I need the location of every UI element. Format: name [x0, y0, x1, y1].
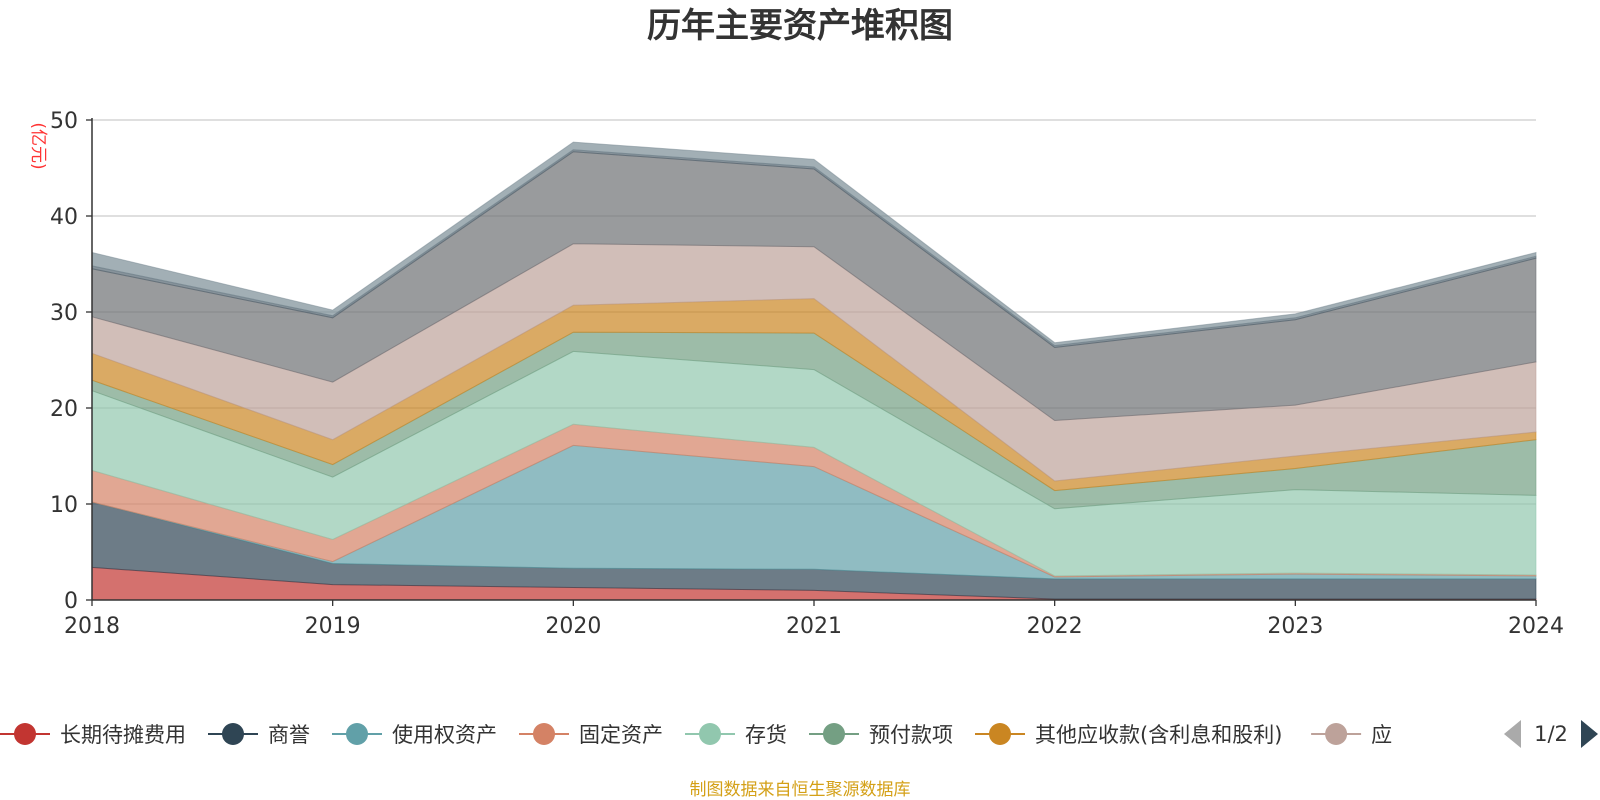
legend-circle-icon: [346, 723, 368, 745]
x-tick-label-2020: 2020: [545, 614, 601, 639]
legend: 长期待摊费用 商誉 使用权资产 固定资产 存货 预付款项 其他应收款(含利息和股利) 应 1/2: [0, 720, 1598, 748]
legend-label: 存货: [745, 723, 787, 747]
chart-title: 历年主要资产堆积图: [647, 6, 953, 46]
legend-item-5[interactable]: 预付款项: [809, 723, 953, 747]
y-tick-label-10: 10: [50, 493, 78, 518]
y-tick-label-40: 40: [50, 205, 78, 230]
axes: 0 10 20 30 40 50 2018 2019 2020 2021 2022 2023 2024: [50, 109, 1564, 639]
legend-page-indicator: 1/2: [1534, 722, 1568, 746]
legend-circle-icon: [699, 723, 721, 745]
y-tick-label-20: 20: [50, 397, 78, 422]
source-note: 制图数据来自恒生聚源数据库: [690, 780, 911, 800]
legend-circle-icon: [533, 723, 555, 745]
legend-label: 长期待摊费用: [60, 723, 186, 747]
x-tick-label-2018: 2018: [64, 614, 120, 639]
legend-circle-icon: [989, 723, 1011, 745]
y-tick-label-0: 0: [64, 589, 78, 614]
legend-item-0[interactable]: 长期待摊费用: [0, 723, 186, 747]
x-tick-label-2022: 2022: [1027, 614, 1083, 639]
area-series-layer: [91, 141, 1537, 601]
legend-item-4[interactable]: 存货: [685, 723, 787, 747]
legend-circle-icon: [14, 723, 36, 745]
legend-item-6[interactable]: 其他应收款(含利息和股利): [975, 723, 1282, 747]
legend-item-2[interactable]: 使用权资产: [332, 723, 497, 747]
legend-label: 商誉: [268, 723, 310, 747]
legend-label: 使用权资产: [392, 723, 497, 747]
x-tick-label-2021: 2021: [786, 614, 842, 639]
legend-circle-icon: [823, 723, 845, 745]
legend-label: 固定资产: [579, 723, 663, 747]
legend-label: 预付款项: [869, 723, 953, 747]
legend-item-7[interactable]: 应: [1311, 723, 1392, 747]
y-axis-unit-label: (亿元): [28, 122, 48, 169]
legend-item-1[interactable]: 商誉: [208, 723, 310, 747]
legend-circle-icon: [1325, 723, 1348, 745]
y-tick-label-50: 50: [50, 109, 78, 134]
x-tick-label-2024: 2024: [1508, 614, 1564, 639]
legend-label: 应: [1371, 723, 1392, 747]
legend-prev-page-icon[interactable]: [1504, 720, 1521, 748]
y-tick-label-30: 30: [50, 301, 78, 326]
legend-pager: 1/2: [1504, 720, 1598, 748]
x-tick-label-2023: 2023: [1267, 614, 1323, 639]
legend-label: 其他应收款(含利息和股利): [1035, 723, 1282, 747]
area-series-10: [91, 141, 1537, 347]
x-tick-label-2019: 2019: [305, 614, 361, 639]
legend-next-page-icon[interactable]: [1581, 720, 1598, 748]
legend-circle-icon: [222, 723, 244, 745]
legend-item-3[interactable]: 固定资产: [519, 723, 663, 747]
